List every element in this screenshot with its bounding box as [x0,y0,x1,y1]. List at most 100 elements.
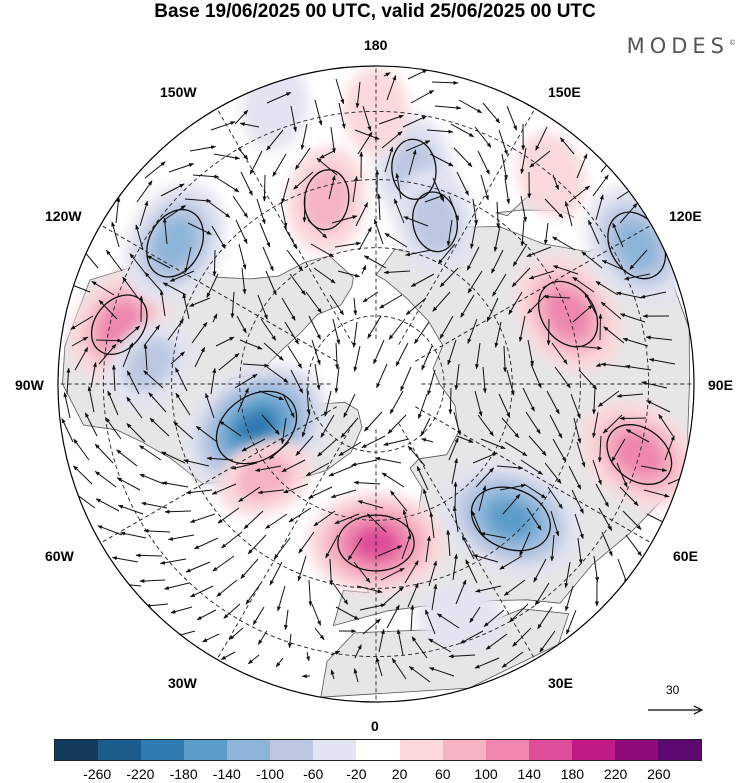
wind-vector [564,201,573,227]
wind-vector [283,225,298,250]
wind-vector [281,459,306,473]
latitude-circle [239,247,513,521]
wind-vector [184,246,192,273]
map-border [57,65,695,703]
wind-vector [188,297,211,307]
wind-vector [354,129,380,140]
wind-vector [383,586,404,605]
colorbar-swatch [399,740,443,760]
colorbar-tick-label: -140 [212,766,241,782]
wind-vector [410,604,415,632]
wind-vector [243,510,264,530]
wind-vector [205,392,215,419]
wind-vector [448,654,476,659]
wind-vector [221,531,243,549]
wind-vector [448,387,453,415]
wind-vector [145,603,169,608]
wind-vector [73,465,93,485]
wind-vector [307,219,328,239]
wind-vector [84,412,98,437]
wind-vector [308,579,313,607]
wind-vector [300,123,308,150]
wind-vector [544,198,564,219]
wind-vector [216,177,240,193]
wind-vector [595,280,619,296]
wind-vector [428,638,452,653]
meridian-line [100,406,337,544]
brand-name: MODES [626,34,729,58]
colorbar-swatch [98,740,142,760]
wind-vector [257,489,285,495]
colorbar-swatch [270,740,314,760]
wind-vector [273,537,291,560]
wind-vector [169,270,195,282]
wind-vector [281,177,290,204]
wind-vector [352,321,358,348]
wind-vector [496,201,501,229]
wind-vector [551,342,568,365]
wind-vector [485,633,508,650]
wind-vector [492,273,507,297]
wind-vector [311,603,322,626]
wind-vector [401,534,412,560]
wind-vector [185,489,213,495]
wind-vector [305,462,330,477]
wind-vector [183,459,210,467]
wind-vector [434,105,462,110]
wind-vector [386,75,397,101]
wind-vector [611,438,626,462]
wind-vector [338,102,346,129]
wind-vector [235,219,248,244]
wind-vector [208,201,231,218]
colorbar-swatch [528,740,572,760]
wind-vector [187,222,212,235]
wind-vector [472,198,478,226]
wind-vector [330,650,341,656]
wind-vector [262,174,267,202]
wind-vector [600,362,628,368]
colorbar-tick-label: 100 [474,766,498,782]
wind-vector [429,511,435,539]
wind-vector [643,489,670,498]
wind-vector [550,510,560,537]
wind-vector [375,456,402,464]
wind-vector [220,651,236,661]
wind-vector [212,313,218,323]
wind-vector [523,483,547,499]
wind-vector [343,393,356,418]
wind-vector [335,78,345,105]
wind-vector [501,153,508,181]
wind-vector [402,115,428,128]
wind-vector [161,481,189,488]
wind-vector [474,390,483,417]
wind-vector [522,387,535,412]
colorbar-swatch [313,740,357,760]
wind-vector [325,534,339,559]
wind-vector [410,273,435,287]
wind-vector [571,489,584,514]
wind-vector [97,525,123,536]
wind-vector [143,370,164,389]
wind-vector [263,342,284,361]
lon-label-90e: 90E [708,377,733,393]
wind-vector [237,387,249,413]
wind-vector [210,367,217,395]
wind-vector [612,222,624,248]
wind-vector [260,318,277,341]
wind-vector [202,633,220,643]
wind-vector [334,513,360,525]
colorbar-swatch [55,740,99,760]
wind-vector [95,498,120,512]
wind-vector [189,585,214,598]
wind-vector [547,486,563,510]
wind-vector [254,465,282,472]
wind-vector [577,537,583,565]
wind-vector [126,370,140,395]
anomaly-blob [516,132,586,219]
wind-vector [111,364,116,392]
meridian-line [100,224,337,362]
wind-vector [572,276,595,293]
wind-vector [603,326,625,344]
wind-vector [302,195,307,223]
wind-vector [308,315,321,340]
